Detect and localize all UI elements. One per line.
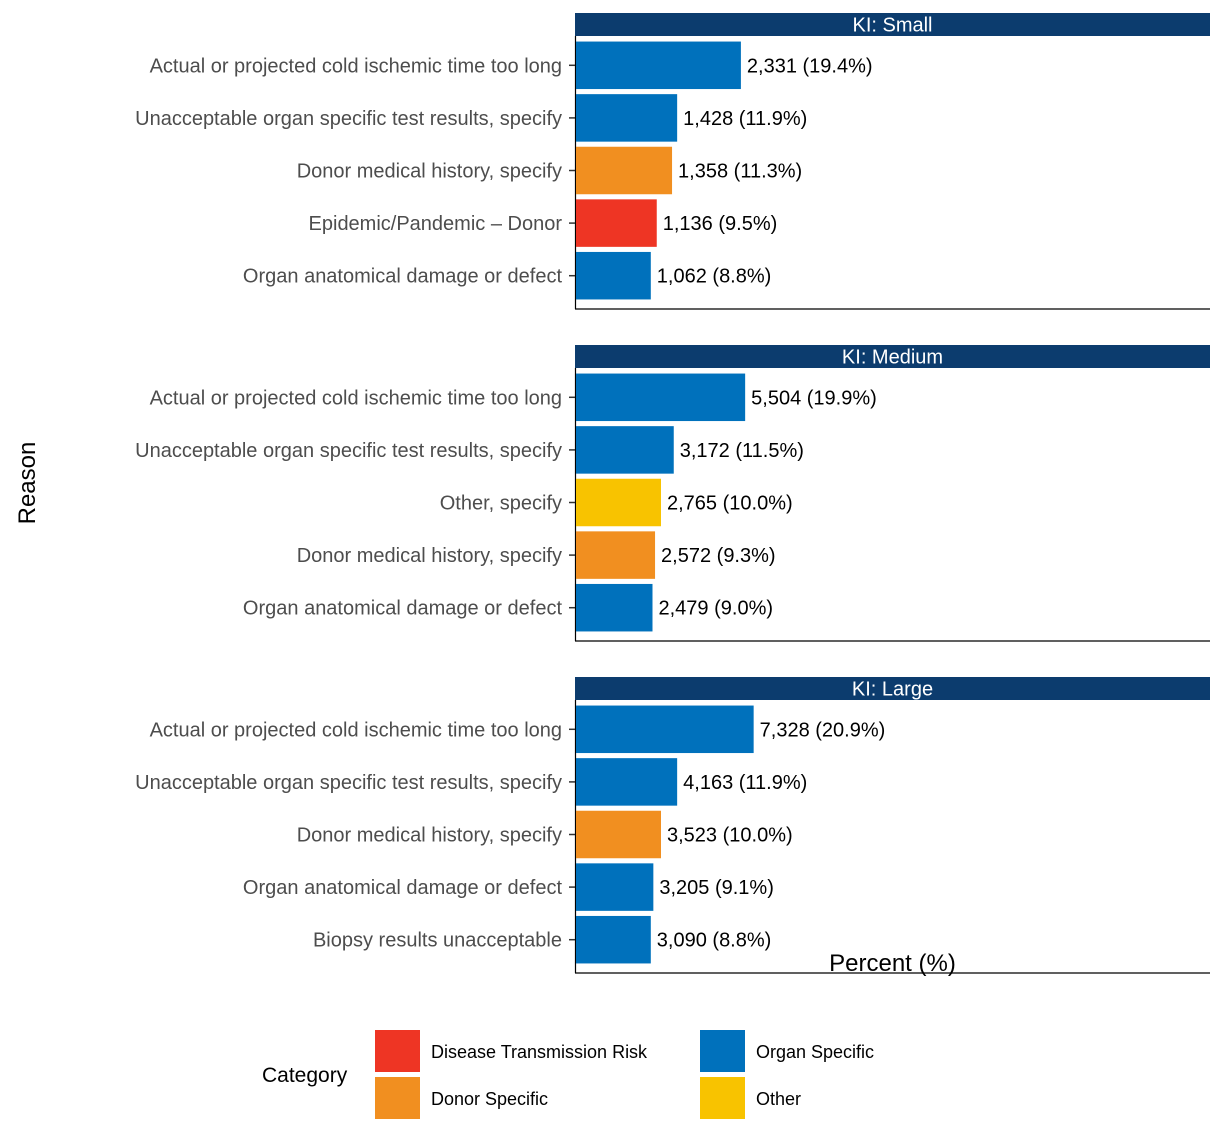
bar	[576, 41, 741, 90]
data-label: 5,504 (19.9%)	[751, 387, 877, 409]
data-label: 1,062 (8.8%)	[657, 266, 772, 288]
legend-key	[700, 1077, 745, 1119]
data-label: 7,328 (20.9%)	[760, 719, 886, 741]
facet-strip	[575, 677, 1210, 700]
y-tick-label: Organ anatomical damage or defect	[243, 877, 563, 899]
y-tick-label: Unacceptable organ specific test results…	[135, 772, 562, 794]
data-label: 3,172 (11.5%)	[680, 440, 804, 462]
data-label: 2,479 (9.0%)	[659, 598, 774, 620]
legend-label: Organ Specific	[756, 1042, 875, 1062]
y-tick-label: Actual or projected cold ischemic time t…	[150, 719, 562, 741]
legend-label: Other	[756, 1089, 802, 1109]
data-label: 2,765 (10.0%)	[667, 493, 793, 515]
legend-key	[700, 1030, 745, 1072]
y-axis-title: Reason	[14, 441, 41, 525]
facet-strip	[575, 13, 1210, 36]
y-tick-label: Organ anatomical damage or defect	[243, 266, 563, 288]
x-axis-title: Percent (%)	[829, 950, 956, 977]
bar	[576, 426, 674, 474]
bar	[576, 478, 661, 527]
y-tick-label: Unacceptable organ specific test results…	[135, 440, 562, 462]
bar	[576, 146, 673, 195]
data-label: 3,205 (9.1%)	[659, 877, 774, 899]
y-tick-label: Donor medical history, specify	[297, 545, 562, 567]
bar	[576, 863, 654, 911]
data-label: 2,572 (9.3%)	[661, 545, 776, 567]
y-tick-label: Actual or projected cold ischemic time t…	[150, 55, 562, 77]
legend-label: Disease Transmission Risk	[431, 1042, 648, 1062]
bar	[576, 583, 653, 632]
legend-label: Donor Specific	[431, 1089, 549, 1109]
y-tick-label: Unacceptable organ specific test results…	[135, 108, 562, 130]
bar	[576, 373, 746, 422]
data-label: 3,090 (8.8%)	[657, 930, 772, 952]
bar	[576, 810, 661, 859]
legend-title: Category	[262, 1064, 348, 1087]
legend: Disease Transmission Risk Organ Specific D…	[0, 1025, 1210, 1119]
facet-panel: KI: Small Actual or projected cold ischem…	[135, 13, 1210, 310]
y-tick-label: Organ anatomical damage or defect	[243, 598, 563, 620]
bar	[576, 94, 678, 142]
bar	[576, 531, 656, 579]
data-label: 3,523 (10.0%)	[667, 825, 793, 847]
y-tick-label: Epidemic/Pandemic – Donor	[309, 213, 563, 235]
y-tick-label: Donor medical history, specify	[297, 161, 562, 183]
y-tick-label: Biopsy results unacceptable	[313, 930, 562, 952]
bar	[576, 705, 754, 754]
y-tick-label: Donor medical history, specify	[297, 825, 562, 847]
data-label: 1,358 (11.3%)	[678, 161, 802, 183]
legend-key	[375, 1030, 420, 1072]
facet-strip-label: KI: Small	[852, 15, 932, 37]
data-label: 4,163 (11.9%)	[683, 772, 807, 794]
data-label: 1,136 (9.5%)	[663, 213, 778, 235]
facet-strip-label: KI: Large	[852, 679, 933, 701]
bar	[576, 251, 651, 300]
legend-key	[375, 1077, 420, 1119]
data-label: 2,331 (19.4%)	[747, 55, 873, 77]
y-tick-label: Other, specify	[440, 493, 562, 515]
bar	[576, 199, 657, 247]
y-tick-label: Actual or projected cold ischemic time t…	[150, 387, 562, 409]
facet-panel: KI: Large Actual or projected cold ischem…	[135, 677, 1210, 974]
data-label: 1,428 (11.9%)	[683, 108, 807, 130]
facet-strip	[575, 345, 1210, 368]
bar	[576, 915, 651, 964]
facet-panel: KI: Medium Actual or projected cold ische…	[135, 345, 1210, 642]
bar	[576, 758, 678, 806]
facet-strip-label: KI: Medium	[842, 347, 943, 369]
